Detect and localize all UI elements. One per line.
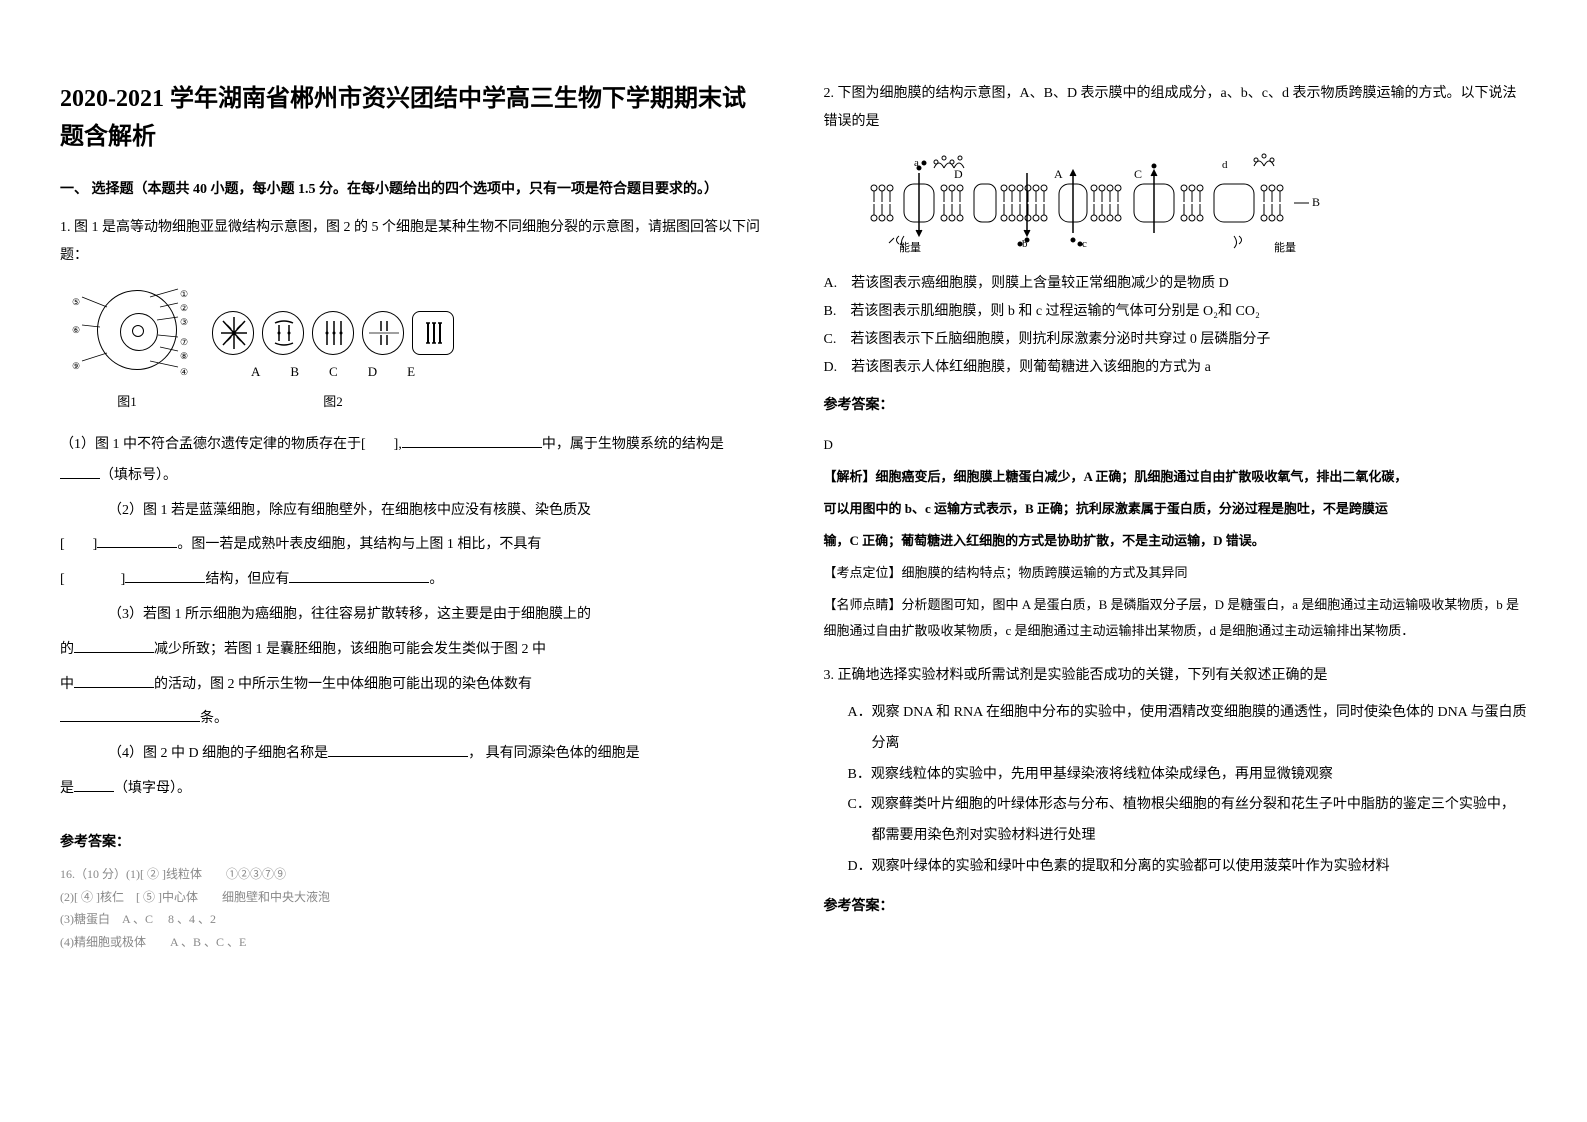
q1-sub1-b: 中，属于生物膜系统的结构是: [542, 437, 724, 452]
q1-answer-header: 参考答案：: [60, 831, 764, 851]
label-A: A: [251, 359, 260, 385]
question-3: 3. 正确地选择实验材料或所需试剂是实验能否成功的关键，下列有关叙述正确的是 A…: [824, 662, 1528, 933]
q1-sub2-line3: [ ] 结构，但应有 。: [60, 565, 764, 596]
q1-sub2-f: 。: [429, 572, 443, 587]
cell-E: [412, 311, 454, 355]
q2-answer: D: [824, 432, 1528, 458]
label-B: B: [290, 359, 299, 385]
cell-D: [362, 311, 404, 355]
q2-answer-header: 参考答案：: [824, 392, 1528, 420]
q1-sub3-line4: 条。: [60, 704, 764, 735]
cell-structure-diagram: ⑤ ⑥ ⑨ ① ② ③ ⑦ ⑧ ④: [72, 285, 182, 385]
q2-option-C: C. 若该图表示下丘脑细胞膜，则抗利尿激素分泌时共穿过 0 层磷脂分子: [824, 326, 1528, 354]
q1-sub3-d: 条。: [200, 711, 228, 726]
q1-sub1-c: （填标号）。: [100, 468, 177, 483]
q1-sub3-b: 减少所致；若图 1 是囊胚细胞，该细胞可能会发生类似于图 2 中: [154, 642, 546, 657]
label-E: E: [407, 359, 415, 385]
q2-option-A: A. 若该图表示癌细胞膜，则膜上含量较正常细胞减少的是物质 D: [824, 270, 1528, 298]
membrane-diagram: D A C a b c d B 能量 能量: [844, 148, 1344, 258]
q1-diagrams: ⑤ ⑥ ⑨ ① ② ③ ⑦ ⑧ ④: [72, 285, 764, 415]
right-column: 2. 下图为细胞膜的结构示意图，A、B、D 表示膜中的组成成分，a、b、c、d …: [824, 80, 1528, 1042]
q2-point: 【考点定位】细胞膜的结构特点；物质跨膜运输的方式及其异同: [824, 560, 1528, 586]
membrane-svg: D A C a b c d B 能量 能量: [844, 148, 1344, 258]
q2-analysis-2: 可以用图中的 b、c 运输方式表示，B 正确；抗利尿激素属于蛋白质，分泌过程是胞…: [824, 496, 1528, 522]
cell-B: [262, 311, 304, 355]
q3-option-D: D．观察叶绿体的实验和绿叶中色素的提取和分离的实验都可以使用菠菜叶作为实验材料: [848, 852, 1528, 883]
q1-sub3-line3: 中的活动，图 2 中所示生物一生中体细胞可能出现的染色体数有: [60, 670, 764, 701]
q1-sub2-c: 。图一若是成熟叶表皮细胞，其结构与上图 1 相比，不具有: [177, 537, 541, 552]
q2-intro: 2. 下图为细胞膜的结构示意图，A、B、D 表示膜中的组成成分，a、b、c、d …: [824, 80, 1528, 136]
q1-sub1: （1）图 1 中不符合孟德尔遗传定律的物质存在于[ ], 中，属于生物膜系统的结构…: [60, 430, 764, 492]
q1-sub2-b: [ ]: [60, 537, 97, 552]
diagram2-labels: A B C D E: [251, 359, 415, 385]
q1-sub3-a: （3）若图 1 所示细胞为癌细胞，往往容易扩散转移，这主要是由于细胞膜上的: [108, 607, 591, 622]
diagram2-caption: 图2: [323, 389, 343, 415]
section-header: 一、 选择题（本题共 40 小题，每小题 1.5 分。在每小题给出的四个选项中，…: [60, 177, 764, 202]
q1-sub4: （4）图 2 中 D 细胞的子细胞名称是 ， 具有同源染色体的细胞是: [108, 739, 764, 770]
q2-option-D: D. 若该图表示人体红细胞膜，则葡萄糖进入该细胞的方式为 a: [824, 354, 1528, 382]
q1-sub4-line2: 是（填字母）。: [60, 774, 764, 805]
q2-analysis-3: 输，C 正确；葡萄糖进入红细胞的方式是协助扩散，不是主动运输，D 错误。: [824, 528, 1528, 554]
left-column: 2020-2021 学年湖南省郴州市资兴团结中学高三生物下学期期末试题含解析 一…: [60, 80, 764, 1042]
q1-sub4-a: （4）图 2 中 D 细胞的子细胞名称是: [108, 746, 328, 761]
q1-answer-2: (2)[ ④ ]核仁 [ ⑤ ]中心体 细胞壁和中央大液泡: [60, 886, 764, 909]
q1-sub4-b: ， 具有同源染色体的细胞是: [468, 746, 640, 761]
q1-sub2-line1: （2）图 1 若是蓝藻细胞，除应有细胞壁外，在细胞核中应没有核膜、染色质及: [108, 496, 764, 527]
mitosis-cells: [212, 311, 454, 355]
label-D: D: [368, 359, 377, 385]
label-C: C: [329, 359, 338, 385]
q3-intro: 3. 正确地选择实验材料或所需试剂是实验能否成功的关键，下列有关叙述正确的是: [824, 662, 1528, 690]
q1-sub2-e: 结构，但应有: [205, 572, 289, 587]
svg-text:c: c: [1082, 238, 1087, 250]
q1-sub3-line2: 的减少所致；若图 1 是囊胚细胞，该细胞可能会发生类似于图 2 中: [60, 635, 764, 666]
q3-answer-header: 参考答案：: [824, 893, 1528, 921]
q1-sub2-a: （2）图 1 若是蓝藻细胞，除应有细胞壁外，在细胞核中应没有核膜、染色质及: [108, 503, 591, 518]
q1-sub4-c: （填字母）。: [114, 781, 191, 796]
svg-text:d: d: [1222, 159, 1228, 171]
q1-sub2-line2: [ ] 。图一若是成熟叶表皮细胞，其结构与上图 1 相比，不具有: [60, 530, 764, 561]
svg-text:a: a: [914, 157, 919, 169]
question-1: 1. 图 1 是高等动物细胞亚显微结构示意图，图 2 的 5 个细胞是某种生物不…: [60, 214, 764, 809]
svg-text:C: C: [1134, 167, 1142, 181]
q1-sub3-line1: （3）若图 1 所示细胞为癌细胞，往往容易扩散转移，这主要是由于细胞膜上的: [108, 600, 764, 631]
diagram-1: ⑤ ⑥ ⑨ ① ② ③ ⑦ ⑧ ④: [72, 285, 182, 415]
q1-answer-4: (4)精细胞或极体 A 、B 、C 、E: [60, 931, 764, 954]
q3-option-C: C．观察藓类叶片细胞的叶绿体形态与分布、植物根尖细胞的有丝分裂和花生子叶中脂肪的…: [848, 790, 1528, 852]
q3-option-A: A．观察 DNA 和 RNA 在细胞中分布的实验中，使用酒精改变细胞膜的通透性，…: [848, 698, 1528, 760]
q1-sub2-d: [ ]: [60, 572, 125, 587]
diagram1-caption: 图1: [117, 389, 137, 415]
q2-analysis-1: 【解析】细胞癌变后，细胞膜上糖蛋白减少，A 正确；肌细胞通过自由扩散吸收氧气，排…: [824, 464, 1528, 490]
svg-text:能量: 能量: [899, 240, 921, 254]
q3-option-B: B．观察线粒体的实验中，先用甲基绿染液将线粒体染成绿色，再用显微镜观察: [848, 760, 1528, 791]
q1-intro: 1. 图 1 是高等动物细胞亚显微结构示意图，图 2 的 5 个细胞是某种生物不…: [60, 214, 764, 270]
svg-text:A: A: [1054, 167, 1063, 181]
q1-answer-3: (3)糖蛋白 A 、C 8 、4 、2: [60, 908, 764, 931]
cell-A: [212, 311, 254, 355]
q2-option-B: B. 若该图表示肌细胞膜，则 b 和 c 过程运输的气体可分别是 O₂和 CO₂: [824, 298, 1528, 326]
question-2: 2. 下图为细胞膜的结构示意图，A、B、D 表示膜中的组成成分，a、b、c、d …: [824, 80, 1528, 650]
q2-teacher: 【名师点睛】分析题图可知，图中 A 是蛋白质，B 是磷脂双分子层，D 是糖蛋白，…: [824, 592, 1528, 644]
svg-text:能量: 能量: [1274, 240, 1296, 254]
svg-text:B: B: [1312, 195, 1320, 209]
q1-sub3-c: 的活动，图 2 中所示生物一生中体细胞可能出现的染色体数有: [154, 677, 532, 692]
q1-sub1-a: （1）图 1 中不符合孟德尔遗传定律的物质存在于[ ],: [60, 437, 402, 452]
cell-C: [312, 311, 354, 355]
svg-text:b: b: [1022, 238, 1028, 250]
document-title: 2020-2021 学年湖南省郴州市资兴团结中学高三生物下学期期末试题含解析: [60, 80, 764, 157]
diagram-2: A B C D E 图2: [212, 311, 454, 415]
q1-answer-1: 16.（10 分）(1)[ ② ]线粒体 ①②③⑦⑨: [60, 863, 764, 886]
svg-text:D: D: [954, 167, 963, 181]
